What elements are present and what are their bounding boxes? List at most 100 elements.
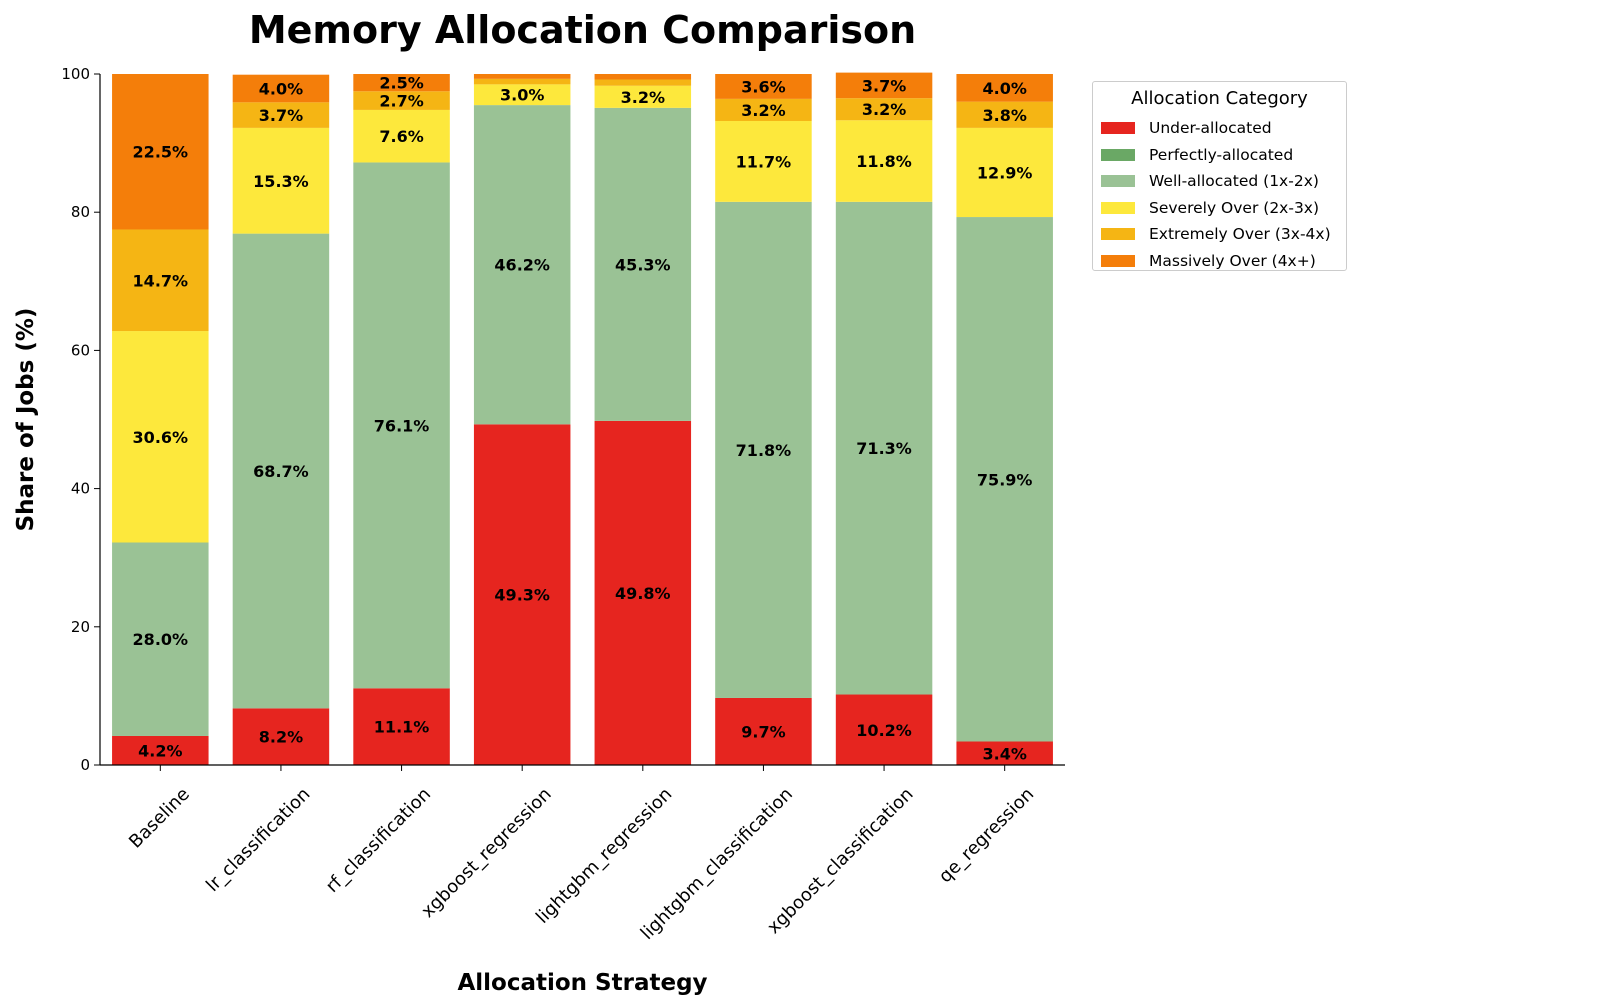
bar-segment: [835, 694, 933, 765]
bar-segment: [353, 74, 450, 92]
bar-segment: [835, 98, 933, 121]
data-label: 45.3%: [615, 255, 671, 274]
bar-segment: [473, 424, 571, 765]
bar-segment: [232, 74, 330, 103]
bar-segment: [835, 201, 933, 695]
bar-segment: [473, 78, 571, 85]
y-tick-label: 60: [71, 341, 90, 359]
data-label: 3.2%: [862, 100, 906, 119]
data-label: 71.8%: [736, 441, 792, 460]
y-tick-label: 0: [80, 756, 90, 774]
bar-segment: [956, 741, 1053, 765]
data-label: 4.0%: [983, 79, 1027, 98]
legend-swatch: [1101, 175, 1135, 188]
bar-segment: [232, 708, 330, 765]
bar-segment: [353, 688, 450, 765]
bar-segment: [232, 127, 330, 234]
x-tick-label: lr_classification: [202, 784, 314, 896]
x-tick-label: Baseline: [125, 784, 194, 853]
bar-segment: [112, 735, 209, 765]
data-label: 11.8%: [856, 152, 912, 171]
x-tick-label: rf_classification: [322, 784, 435, 897]
legend-item: Severely Over (2x-3x): [1101, 195, 1338, 222]
bar-segment: [594, 85, 692, 108]
data-label: 8.2%: [259, 728, 303, 747]
bar-segment: [715, 201, 812, 698]
y-tick-label: 20: [71, 618, 90, 636]
data-label: 3.0%: [500, 86, 544, 105]
bar-segment: [112, 542, 209, 736]
legend-items: Under-allocated Perfectly-allocated Well-a…: [1101, 115, 1338, 274]
legend-label: Severely Over (2x-3x): [1149, 198, 1320, 217]
bar-segment: [353, 162, 450, 689]
x-tick-label: lightgbm_regression: [532, 784, 676, 928]
legend-item: Massively Over (4x+): [1101, 248, 1338, 275]
data-label: 9.7%: [741, 722, 785, 741]
data-label: 10.2%: [856, 721, 912, 740]
bar-segment: [835, 72, 933, 99]
data-label: 46.2%: [494, 256, 550, 275]
bar-segment: [112, 331, 209, 543]
bar-segment: [232, 233, 330, 709]
data-label: 2.7%: [379, 92, 423, 111]
bar-segment: [835, 120, 933, 202]
bar-segment: [956, 217, 1053, 742]
legend-swatch: [1101, 254, 1135, 267]
bar-segment: [715, 74, 812, 99]
data-label: 68.7%: [253, 462, 309, 481]
data-label: 49.3%: [494, 586, 550, 605]
bar-segment: [956, 74, 1053, 102]
data-label: 14.7%: [133, 271, 189, 290]
y-axis-title: Share of Jobs (%): [13, 308, 39, 532]
data-label: 71.3%: [856, 439, 912, 458]
data-label: 3.8%: [983, 106, 1027, 125]
bar-segment: [112, 74, 209, 230]
data-label: 3.7%: [862, 76, 906, 95]
bar-segment: [473, 84, 571, 106]
y-tick-label: 100: [61, 65, 90, 83]
bar-segment: [473, 74, 571, 79]
data-label: 22.5%: [133, 143, 189, 162]
data-label: 11.1%: [374, 718, 430, 737]
data-label: 2.5%: [379, 74, 423, 93]
data-label: 11.7%: [736, 152, 792, 171]
x-tick-label: xgboost_regression: [417, 784, 555, 922]
bar-segment: [112, 229, 209, 332]
y-tick-label: 80: [71, 203, 90, 221]
legend-swatch: [1101, 228, 1135, 241]
legend: Allocation Category Under-allocated Perfe…: [1092, 81, 1347, 271]
data-label: 3.6%: [741, 77, 785, 96]
x-axis-title: Allocation Strategy: [457, 970, 707, 996]
bar-segment: [594, 420, 692, 765]
y-tick-label: 40: [71, 480, 90, 498]
bar-segment: [956, 127, 1053, 218]
legend-item: Under-allocated: [1101, 115, 1338, 142]
data-label: 12.9%: [977, 163, 1033, 182]
bar-segment: [353, 109, 450, 163]
legend-label: Extremely Over (3x-4x): [1149, 225, 1331, 244]
data-label: 3.2%: [621, 88, 665, 107]
data-label: 4.2%: [138, 741, 182, 760]
legend-swatch: [1101, 148, 1135, 161]
x-tick-label: qe_regression: [935, 784, 1038, 887]
data-label: 75.9%: [977, 470, 1033, 489]
legend-label: Well-allocated (1x-2x): [1149, 172, 1319, 191]
data-label: 28.0%: [133, 630, 189, 649]
bar-segment: [715, 697, 812, 765]
bar-segment: [594, 79, 692, 86]
legend-title: Allocation Category: [1131, 88, 1308, 109]
legend-label: Under-allocated: [1149, 119, 1272, 138]
legend-label: Massively Over (4x+): [1149, 251, 1316, 270]
bar-segment: [473, 105, 571, 425]
legend-label: Perfectly-allocated: [1149, 145, 1294, 164]
bar-segment: [956, 101, 1053, 128]
data-label: 76.1%: [374, 416, 430, 435]
data-label: 49.8%: [615, 584, 671, 603]
legend-item: Well-allocated (1x-2x): [1101, 168, 1338, 195]
plot-area: 4.2% 28.0% 30.6% 14.7% 22.5% 8.2% 68.7% 15.3% 3.…: [13, 65, 1065, 996]
chart-title: Memory Allocation Comparison: [248, 8, 917, 52]
bar-segment: [594, 107, 692, 421]
data-label: 15.3%: [253, 172, 309, 191]
legend-item: Perfectly-allocated: [1101, 142, 1338, 169]
